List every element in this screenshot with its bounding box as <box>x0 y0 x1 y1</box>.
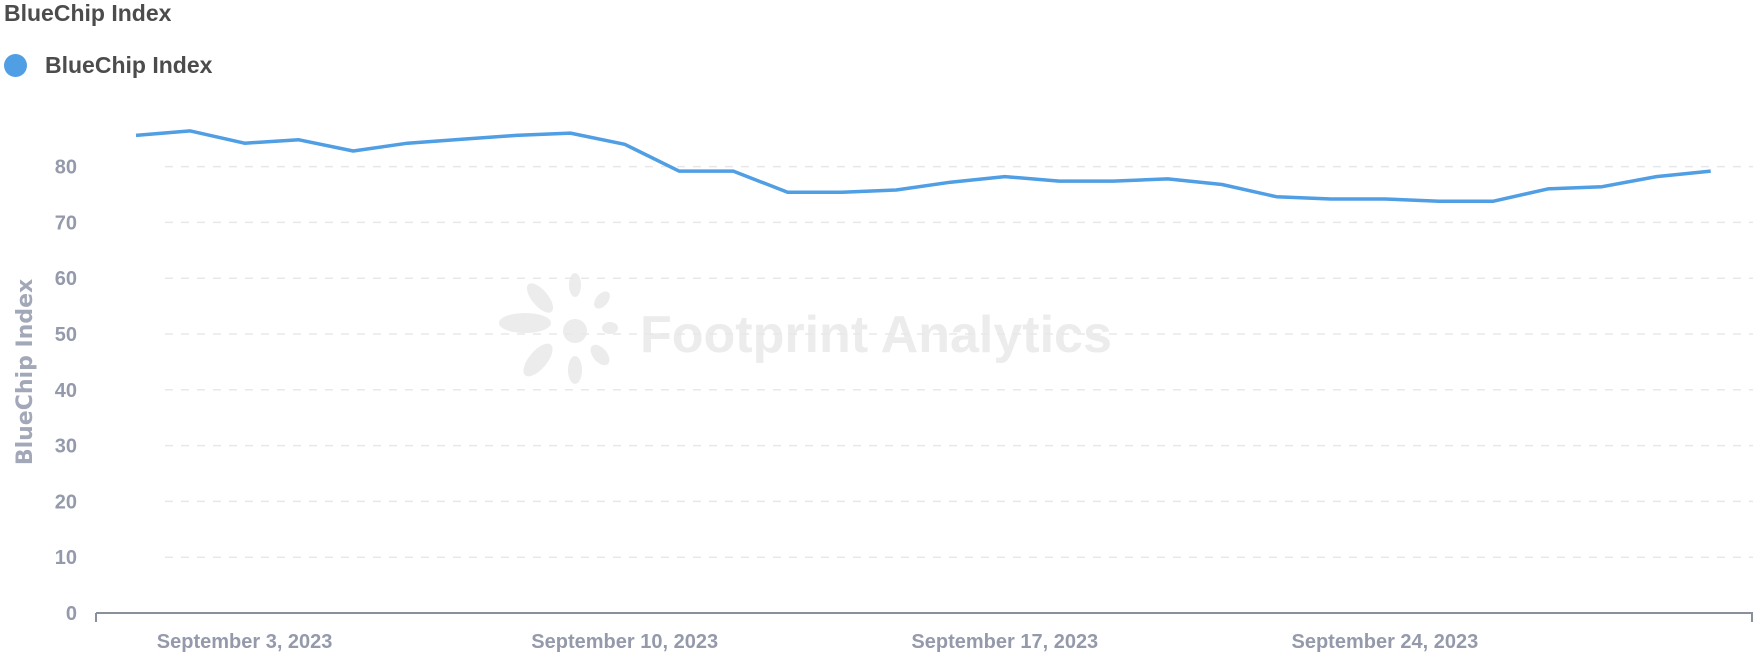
y-tick-label: 70 <box>55 212 77 234</box>
x-tick-label: September 17, 2023 <box>911 631 1098 653</box>
legend-item[interactable]: BlueChip Index <box>4 52 212 79</box>
chart-title: BlueChip Index <box>4 0 172 26</box>
watermark: Footprint Analytics <box>499 273 1112 384</box>
x-tick-label: September 3, 2023 <box>157 631 333 653</box>
x-tick-label: September 24, 2023 <box>1292 631 1479 653</box>
series-line[interactable] <box>135 129 1711 203</box>
legend-dot-icon <box>4 54 27 77</box>
y-tick-label: 50 <box>55 324 77 346</box>
legend-label: BlueChip Index <box>45 52 213 78</box>
y-tick-label: 40 <box>55 380 77 402</box>
y-tick-label: 30 <box>55 436 77 458</box>
y-tick-label: 10 <box>55 547 77 569</box>
watermark-text: Footprint Analytics <box>640 306 1112 364</box>
footprint-logo-icon <box>499 273 618 384</box>
y-axis-label: BlueChip Index <box>13 279 38 465</box>
y-tick-label: 80 <box>55 157 77 179</box>
x-tick-label: September 10, 2023 <box>531 631 718 653</box>
y-tick-label: 60 <box>55 268 77 290</box>
y-tick-label: 20 <box>55 491 77 513</box>
y-tick-label: 0 <box>66 603 77 625</box>
